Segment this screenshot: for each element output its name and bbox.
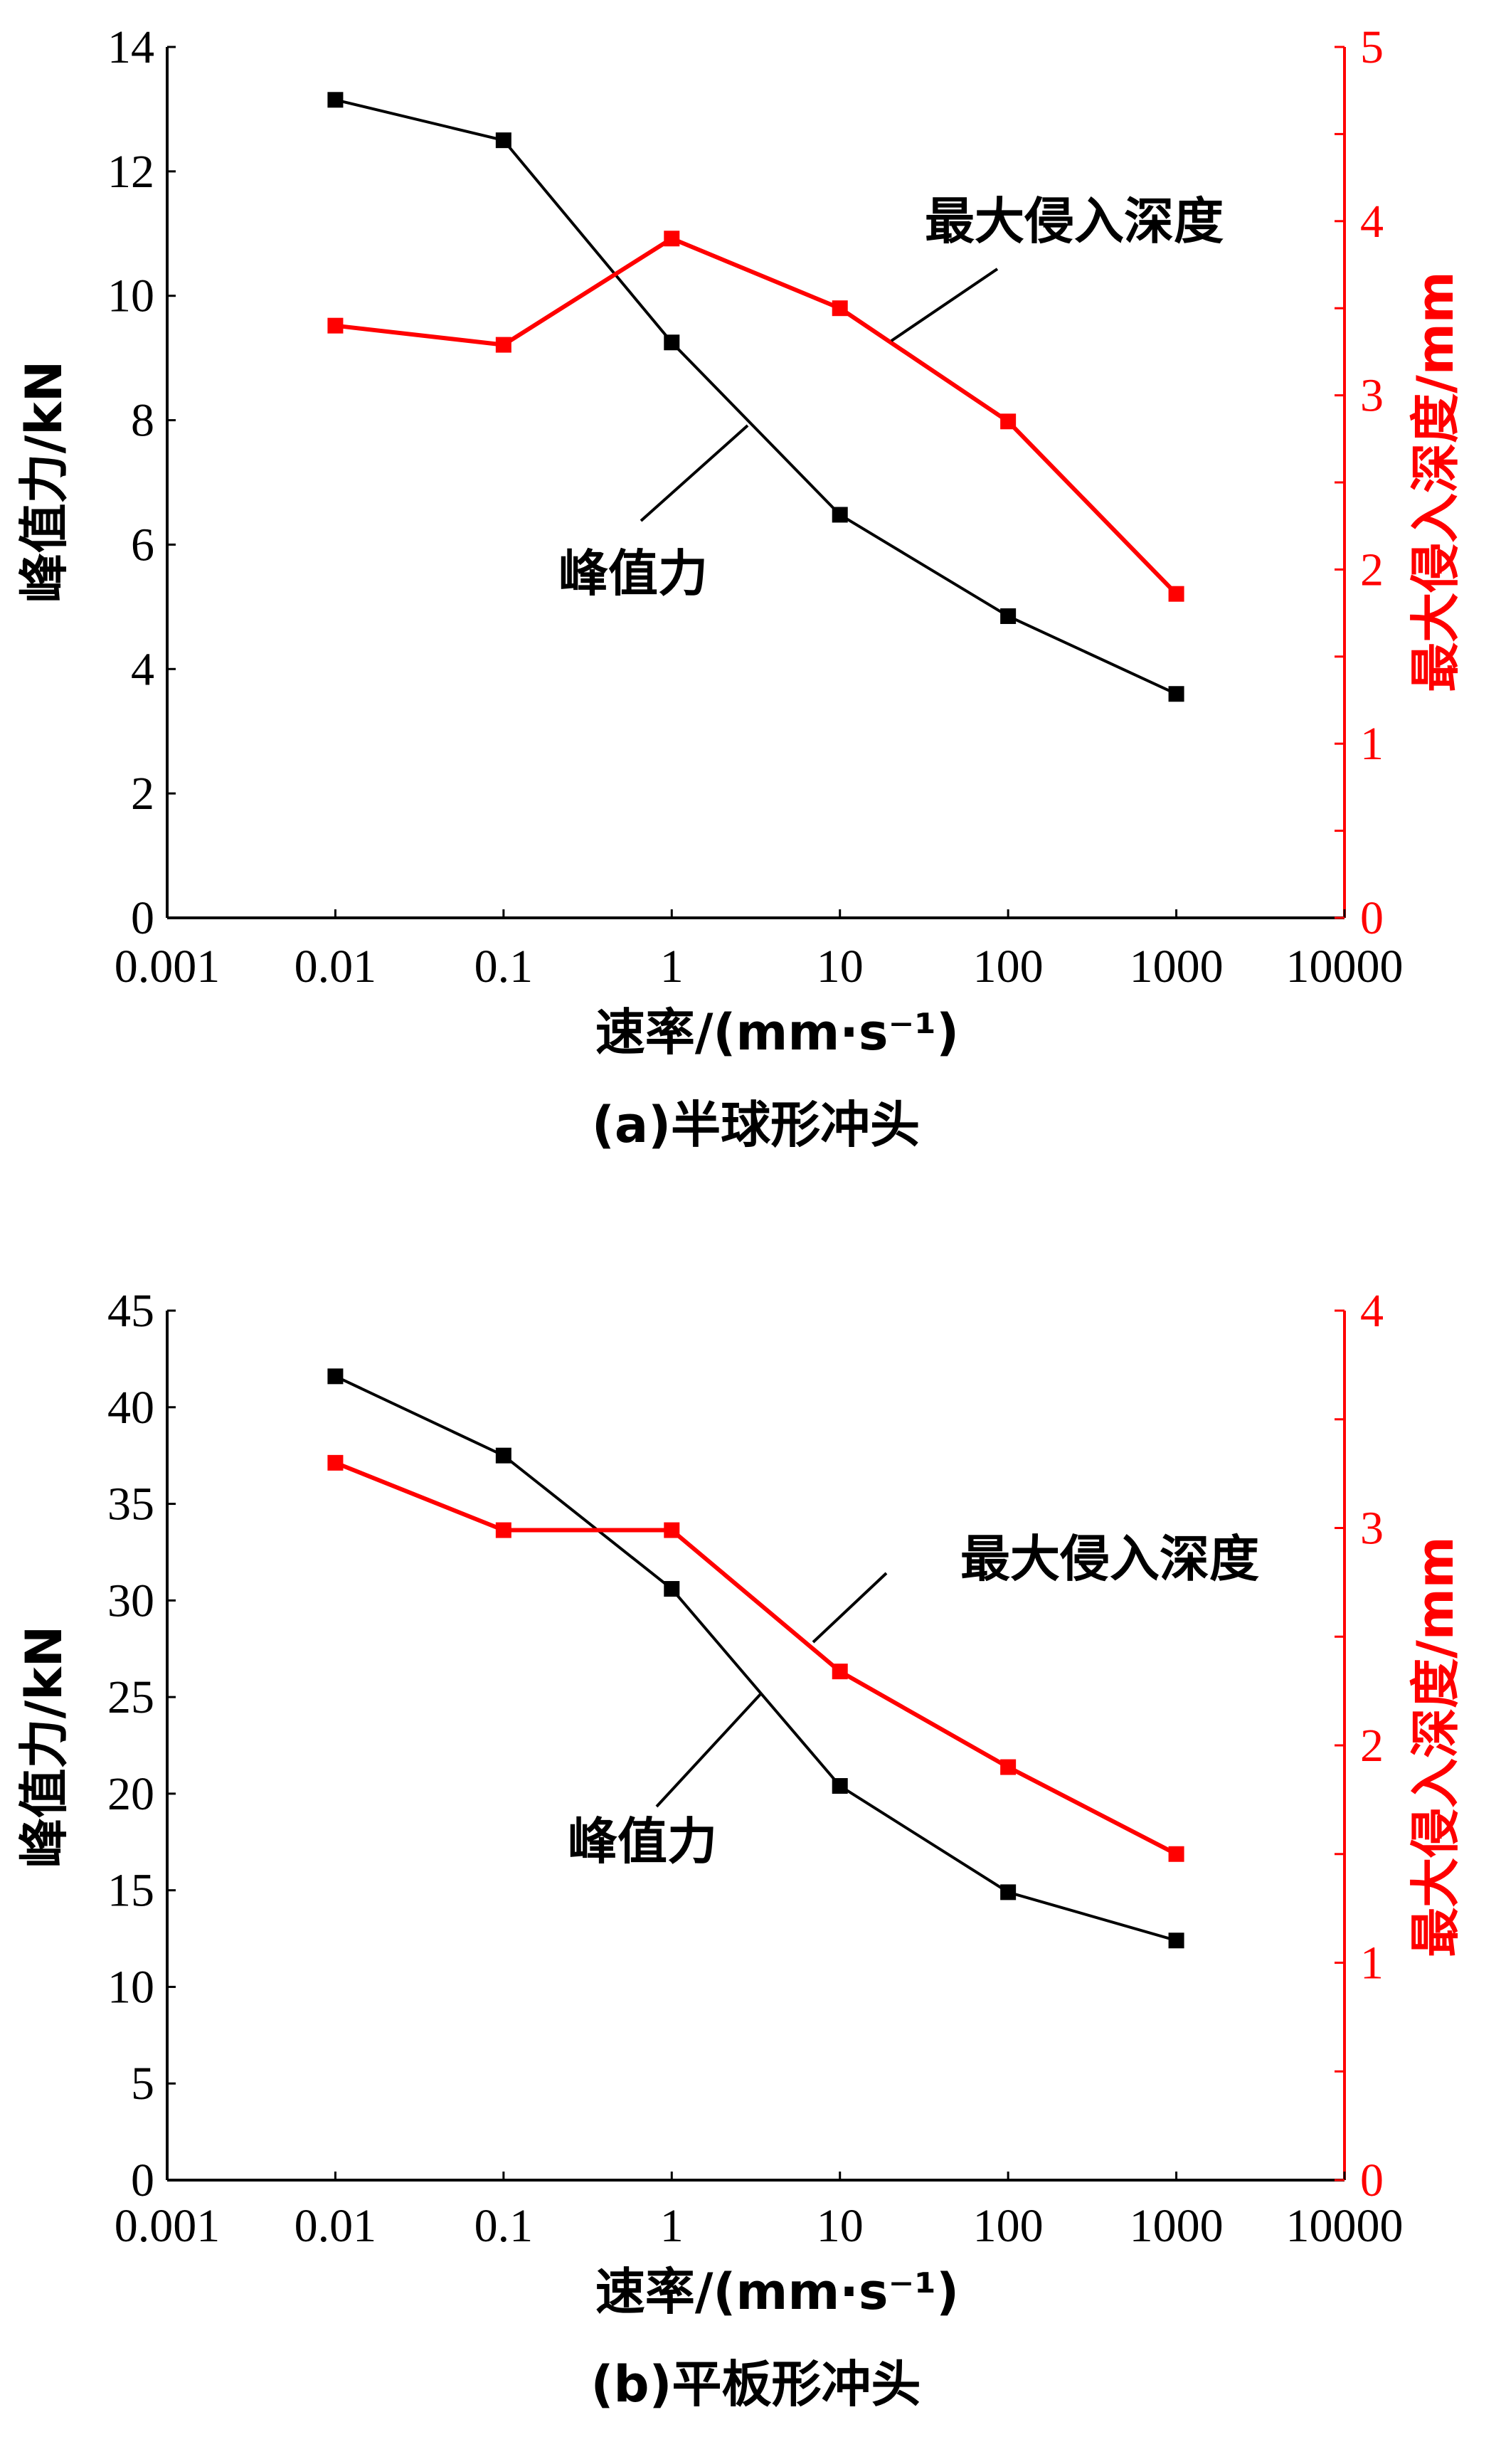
data-point-force (495, 1447, 511, 1464)
data-point-depth (327, 1454, 344, 1471)
left-y-tick-label: 15 (107, 1865, 154, 1917)
figure-caption: (b)平板形冲头 (590, 2355, 921, 2413)
right-y-tick-label: 4 (1360, 1285, 1384, 1337)
left-y-tick-label: 10 (107, 270, 154, 322)
x-tick-label: 0.1 (474, 2200, 534, 2252)
left-y-axis-title: 峰值力/kN (15, 1626, 73, 1868)
left-y-tick-label: 12 (107, 146, 154, 198)
right-y-tick-label: 1 (1360, 1937, 1384, 1989)
annotation-leader-line (640, 424, 749, 522)
left-y-axis-title: 峰值力/kN (15, 361, 73, 603)
series-line-depth (334, 1461, 1177, 1856)
right-y-axis-title: 最大侵入深度/mm (1406, 271, 1465, 692)
x-tick-label: 0.001 (115, 2200, 221, 2252)
left-y-tick-label: 20 (107, 1768, 154, 1820)
left-y-tick-label: 4 (131, 643, 154, 695)
left-y-tick-label: 25 (107, 1671, 154, 1723)
data-point-depth (327, 317, 344, 334)
left-y-tick-label: 8 (131, 395, 154, 447)
data-point-force (1168, 1932, 1184, 1949)
data-point-depth (664, 1522, 680, 1538)
series-line-force (334, 98, 1177, 696)
left-y-tick-label: 35 (107, 1479, 154, 1530)
x-axis-title: 速率/(mm·s⁻¹) (595, 1003, 959, 1062)
x-tick-label: 1000 (1130, 941, 1224, 993)
data-point-force (664, 1581, 680, 1597)
annotation-leader-line (812, 1572, 888, 1644)
data-point-force (1000, 1884, 1017, 1900)
series-line-force (334, 1375, 1177, 1942)
x-tick-label: 0.001 (115, 941, 221, 993)
data-point-force (1000, 608, 1017, 624)
x-tick-label: 10000 (1286, 2200, 1404, 2252)
data-point-depth (1168, 586, 1184, 602)
x-tick-label: 10000 (1286, 941, 1404, 993)
data-point-force (327, 1368, 344, 1385)
annotation-label: 最大侵入深度 (960, 1530, 1259, 1588)
annotation-leader-line (890, 268, 999, 342)
data-point-force (832, 507, 848, 523)
x-tick-label: 0.01 (295, 2200, 377, 2252)
x-tick-label: 1 (660, 2200, 684, 2252)
left-y-tick-label: 2 (131, 768, 154, 820)
figure-caption: (a)半球形冲头 (592, 1096, 920, 1154)
x-tick-label: 0.1 (474, 941, 534, 993)
x-tick-label: 10 (817, 941, 864, 993)
right-y-tick-label: 3 (1360, 1503, 1384, 1555)
left-y-tick-label: 5 (131, 2058, 154, 2110)
left-y-tick-label: 45 (107, 1285, 154, 1337)
data-point-force (832, 1778, 848, 1794)
x-tick-label: 10 (817, 2200, 864, 2252)
data-point-force (495, 132, 511, 149)
right-y-tick-label: 2 (1360, 544, 1384, 596)
data-point-depth (832, 1664, 848, 1680)
data-point-depth (495, 1522, 511, 1538)
x-tick-label: 100 (973, 2200, 1044, 2252)
right-y-tick-label: 1 (1360, 718, 1384, 770)
annotation-label: 峰值力 (568, 1812, 717, 1871)
chart-b: 0.001 0.01 0.1 1 10 100 1000 100000510152025303… (15, 1285, 1465, 2413)
x-tick-label: 1000 (1130, 2200, 1224, 2252)
data-point-depth (664, 231, 680, 247)
data-point-force (664, 334, 680, 351)
x-axis-title: 速率/(mm·s⁻¹) (595, 2263, 959, 2321)
right-y-tick-label: 4 (1360, 196, 1384, 248)
left-y-tick-label: 6 (131, 519, 154, 571)
right-y-tick-label: 5 (1360, 21, 1384, 73)
left-y-tick-label: 0 (131, 892, 154, 944)
x-tick-label: 1 (660, 941, 684, 993)
data-point-depth (1168, 1846, 1184, 1862)
left-y-tick-label: 10 (107, 1961, 154, 2013)
annotation-label: 最大侵入深度 (925, 192, 1224, 250)
annotation-label: 峰值力 (558, 544, 708, 603)
right-y-tick-label: 0 (1360, 2154, 1384, 2206)
left-y-tick-label: 0 (131, 2154, 154, 2206)
data-point-depth (832, 300, 848, 317)
series-line-depth (335, 236, 1178, 596)
data-point-force (1168, 686, 1184, 702)
chart-a: 0.001 0.01 0.1 1 10 100 1000 100000246810121401… (15, 21, 1465, 1154)
left-y-tick-label: 30 (107, 1575, 154, 1627)
left-y-tick-label: 40 (107, 1382, 154, 1434)
x-tick-label: 0.01 (295, 941, 377, 993)
right-y-tick-label: 3 (1360, 370, 1384, 422)
data-point-depth (1000, 413, 1017, 430)
annotation-leader-line (655, 1692, 763, 1808)
right-y-tick-label: 2 (1360, 1720, 1384, 1772)
data-point-depth (495, 337, 511, 353)
right-y-tick-label: 0 (1360, 892, 1384, 944)
x-tick-label: 100 (973, 941, 1044, 993)
right-y-axis-title: 最大侵入深度/mm (1406, 1536, 1465, 1957)
data-point-depth (1000, 1759, 1017, 1775)
left-y-tick-label: 14 (107, 21, 154, 73)
data-point-force (327, 92, 344, 108)
